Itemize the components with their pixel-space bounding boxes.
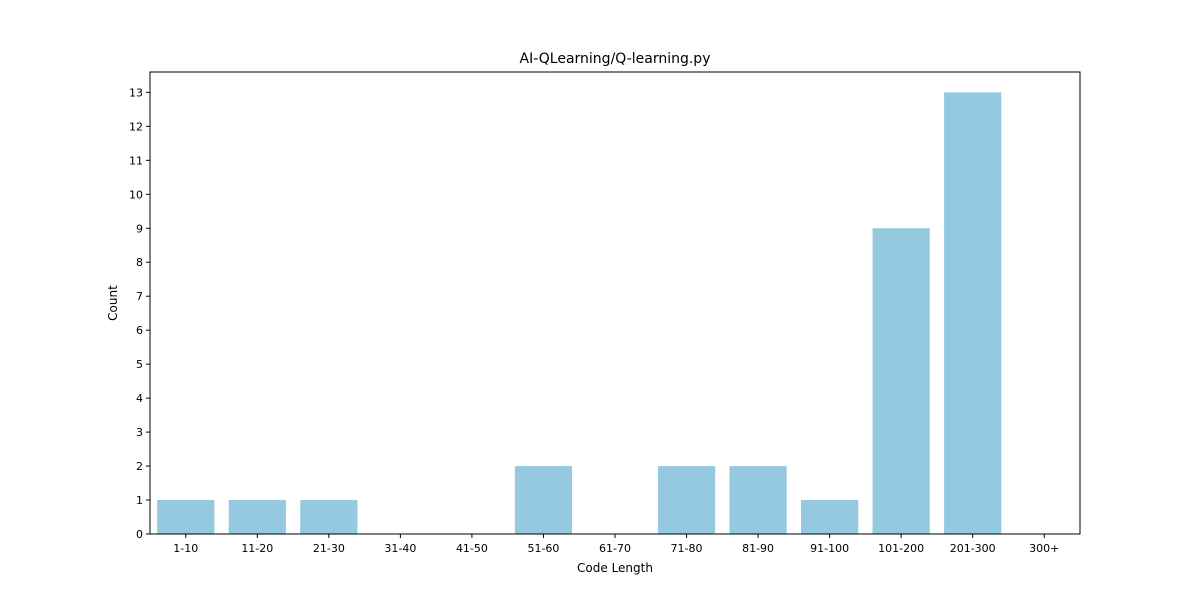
y-tick-label: 12 — [129, 120, 143, 133]
y-tick-label: 4 — [136, 392, 143, 405]
x-tick-label: 1-10 — [173, 542, 198, 555]
x-tick-label: 71-80 — [671, 542, 703, 555]
bar-1-10 — [157, 500, 215, 534]
y-tick-label: 11 — [129, 154, 143, 167]
y-tick-label: 3 — [136, 426, 143, 439]
bar-91-100 — [801, 500, 859, 534]
bars-layer — [157, 92, 1002, 534]
x-tick-label: 31-40 — [384, 542, 416, 555]
y-tick-label: 13 — [129, 86, 143, 99]
y-tick-label: 5 — [136, 358, 143, 371]
x-tick-label: 21-30 — [313, 542, 345, 555]
bar-21-30 — [300, 500, 358, 534]
x-tick-label: 61-70 — [599, 542, 631, 555]
x-tick-label: 81-90 — [742, 542, 774, 555]
y-tick-label: 10 — [129, 188, 143, 201]
plot-frame — [149, 71, 1081, 535]
bar-51-60 — [514, 466, 573, 534]
y-tick-label: 7 — [136, 290, 143, 303]
bar-71-80 — [657, 466, 716, 534]
x-tick-label: 201-300 — [950, 542, 996, 555]
chart-title: AI-QLearning/Q-learning.py — [520, 51, 711, 67]
x-tick-label: 91-100 — [810, 542, 849, 555]
y-tick-label: 2 — [136, 460, 143, 473]
bar-201-300 — [944, 92, 1002, 534]
x-tick-label: 11-20 — [241, 542, 273, 555]
bar-101-200 — [872, 228, 930, 534]
bar-81-90 — [729, 466, 787, 534]
y-tick-label: 1 — [136, 494, 143, 507]
x-tick-label: 51-60 — [527, 542, 559, 555]
y-tick-label: 9 — [136, 222, 143, 235]
y-axis-title: Count — [106, 285, 120, 321]
x-tick-label: 300+ — [1029, 542, 1059, 555]
x-tick-label: 101-200 — [878, 542, 924, 555]
bar-11-20 — [228, 500, 286, 534]
y-tick-label: 8 — [136, 256, 143, 269]
y-tick-label: 6 — [136, 324, 143, 337]
y-tick-label: 0 — [136, 528, 143, 541]
x-tick-label: 41-50 — [456, 542, 488, 555]
x-axis: 1-10 11-20 21-30 31-40 41-50 51-60 61-70 71-80 8… — [173, 534, 1059, 555]
x-axis-title: Code Length — [577, 561, 653, 575]
